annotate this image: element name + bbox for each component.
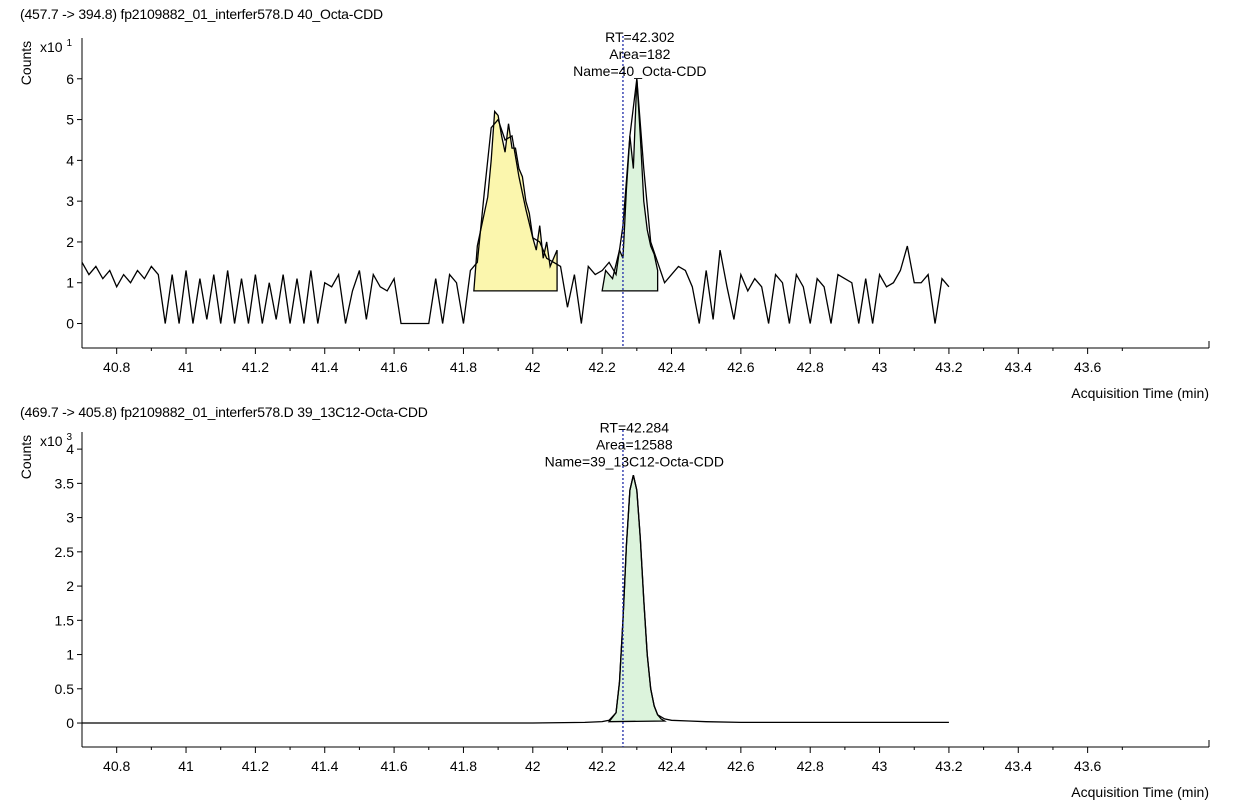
x-tick-label: 42 <box>525 359 541 375</box>
x-tick-label: 43 <box>872 359 888 375</box>
x-tick-label: 42.6 <box>727 359 754 375</box>
peak-annotation-line: RT=42.302 <box>605 29 675 45</box>
y-tick-label: 2 <box>66 578 74 594</box>
x-tick-label: 43.4 <box>1005 758 1032 774</box>
signal-trace <box>81 78 950 325</box>
chart-title: (469.7 -> 405.8) fp2109882_01_interfer57… <box>20 404 428 420</box>
chromatogram-plot-1: 0 1 2 3 4 5 6 40.8 41 41.2 41.4 41.6 41.8 42 42.2 42.4 4… <box>18 29 1210 401</box>
x-tick-label: 40.8 <box>103 359 130 375</box>
peak-annotation-line: Name=40_Octa-CDD <box>573 63 706 79</box>
x-tick-label: 41 <box>178 359 194 375</box>
y-tick-label: 3 <box>66 510 74 526</box>
peak-annotation-line: Name=39_13C12-Octa-CDD <box>545 454 724 470</box>
x-tick-label: 43.6 <box>1074 359 1101 375</box>
x-axis-label: Acquisition Time (min) <box>1071 784 1209 800</box>
peak-annotation-line: Area=12588 <box>596 437 673 453</box>
chromatogram-panel-2: (469.7 -> 405.8) fp2109882_01_interfer57… <box>0 404 1248 804</box>
y-tick-label: 2.5 <box>55 544 75 560</box>
x-tick-label: 41.2 <box>242 758 269 774</box>
x-tick-label: 42.8 <box>797 359 824 375</box>
y-tick-label: 4 <box>66 441 74 457</box>
y-tick-label: 1 <box>66 275 74 291</box>
y-tick-label: 0 <box>66 316 74 332</box>
x-tick-label: 42.2 <box>589 359 616 375</box>
x-tick-label: 42.8 <box>797 758 824 774</box>
integrated-peak <box>607 474 667 723</box>
y-tick-label: 4 <box>66 152 74 168</box>
y-tick-label: 5 <box>66 112 74 128</box>
y-tick-label: 0.5 <box>55 681 75 697</box>
y-multiplier: x10 3 <box>40 432 72 449</box>
x-tick-label: 41.2 <box>242 359 269 375</box>
y-tick-label: 0 <box>66 715 74 731</box>
x-tick-label: 41.4 <box>311 758 338 774</box>
chart-title: (457.7 -> 394.8) fp2109882_01_interfer57… <box>20 6 383 22</box>
peak-annotation-line: Area=182 <box>609 46 670 62</box>
x-tick-label: 43.6 <box>1074 758 1101 774</box>
y-tick-label: 6 <box>66 71 74 87</box>
integrated-peak <box>473 109 558 292</box>
x-tick-label: 43.4 <box>1005 359 1032 375</box>
y-tick-label: 1 <box>66 647 74 663</box>
x-tick-label: 43.2 <box>935 359 962 375</box>
y-tick-label: 3.5 <box>55 475 75 491</box>
integrated-peak <box>601 78 659 292</box>
y-axis-label: Counts <box>18 41 34 85</box>
x-tick-label: 41.6 <box>380 758 407 774</box>
signal-trace <box>82 474 949 724</box>
y-axis-label: Counts <box>18 435 34 479</box>
x-tick-label: 41.6 <box>380 359 407 375</box>
peak-annotation-line: RT=42.284 <box>600 420 670 436</box>
y-multiplier: x10 1 <box>40 38 72 55</box>
x-tick-label: 41.8 <box>450 359 477 375</box>
x-tick-label: 42.6 <box>727 758 754 774</box>
x-tick-label: 40.8 <box>103 758 130 774</box>
x-tick-label: 42.4 <box>658 359 685 375</box>
x-tick-label: 42.4 <box>658 758 685 774</box>
x-tick-label: 41.4 <box>311 359 338 375</box>
x-tick-label: 41 <box>178 758 194 774</box>
y-tick-label: 3 <box>66 193 74 209</box>
chromatogram-panel-1: (457.7 -> 394.8) fp2109882_01_interfer57… <box>0 6 1248 406</box>
x-tick-label: 42 <box>525 758 541 774</box>
x-axis-label: Acquisition Time (min) <box>1071 385 1209 401</box>
x-tick-label: 42.2 <box>589 758 616 774</box>
y-tick-label: 2 <box>66 234 74 250</box>
x-tick-label: 43 <box>872 758 888 774</box>
chromatogram-plot-2: 0 0.5 1 1.5 2 2.5 3 3.5 4 40.8 41 41.2 41.4 41.6 41.8 4… <box>18 420 1210 800</box>
x-tick-label: 41.8 <box>450 758 477 774</box>
x-tick-label: 43.2 <box>935 758 962 774</box>
y-tick-label: 1.5 <box>55 612 75 628</box>
